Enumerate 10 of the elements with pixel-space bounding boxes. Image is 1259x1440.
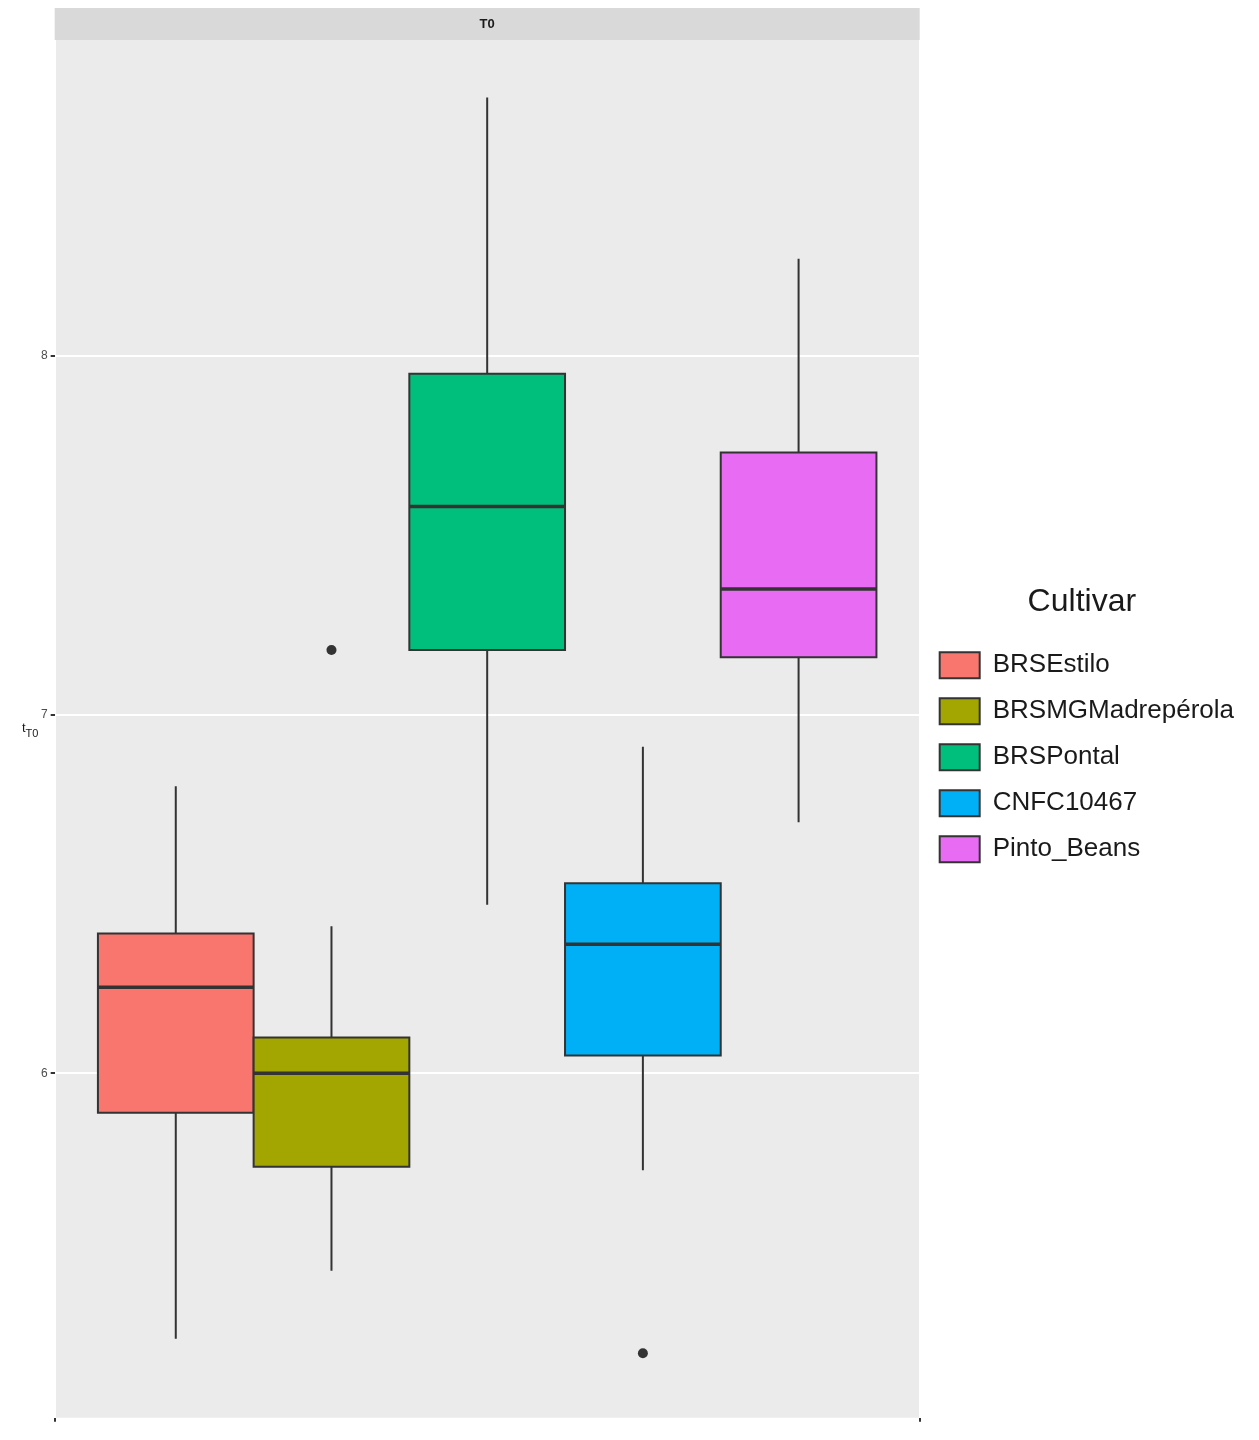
legend-label: CNFC10467 [992,786,1138,817]
y-tick-label: 6 [40,1065,48,1080]
y-tick-label: 8 [40,348,48,363]
legend-label: BRSMGMadrepérola [992,694,1235,725]
y-tick-label: 7 [40,706,48,721]
legend-label: Pinto_Beans [992,832,1141,863]
legend-title: Cultivar [1027,581,1137,618]
legend-label: BRSEstilo [992,648,1110,679]
chart-title: T0 [479,15,495,31]
legend-label: BRSPontal [992,740,1120,771]
